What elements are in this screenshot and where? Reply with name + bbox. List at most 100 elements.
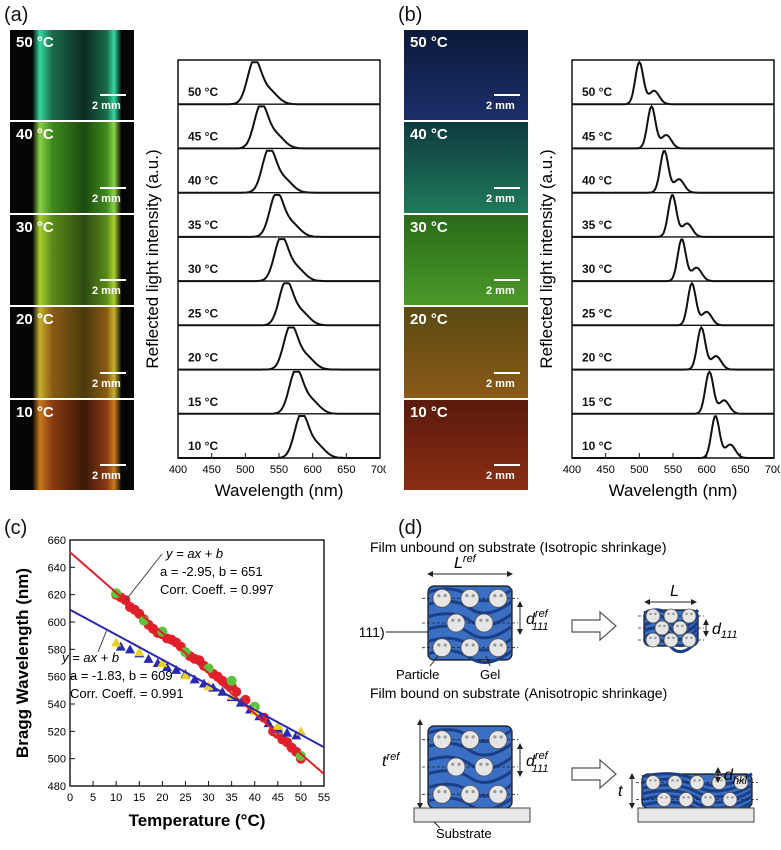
title-unbound: Film unbound on substrate (Isotropic shr… bbox=[370, 539, 666, 555]
spectrum-temp-label: 15 °C bbox=[582, 395, 612, 409]
photo-temp-label: 10 °C bbox=[16, 403, 54, 421]
x-tick-label: 700 bbox=[371, 464, 386, 476]
spectrum-temp-label: 45 °C bbox=[188, 129, 218, 143]
fit-params-1: a = -2.95, b = 651 bbox=[160, 564, 263, 579]
data-point bbox=[134, 647, 145, 657]
particle bbox=[446, 613, 466, 633]
photo-temp-label: 40 °C bbox=[16, 126, 54, 144]
photo-temp-label: 20 °C bbox=[410, 311, 448, 329]
title-bound: Film bound on substrate (Anisotropic shr… bbox=[370, 685, 667, 701]
x-tick-label: 20 bbox=[156, 792, 168, 804]
photo-tile-b-3 bbox=[404, 307, 528, 398]
spectra-chart-a: 50 °C 45 °C 40 °C 35 °C 30 °C 25 °C 20 °C 15 °C… bbox=[143, 59, 386, 500]
photo-tile-a-4 bbox=[10, 399, 134, 490]
y-tick-label: 560 bbox=[48, 672, 66, 684]
data-point bbox=[282, 727, 293, 737]
particle-dot bbox=[672, 636, 675, 640]
photo-tile-a-0 bbox=[10, 30, 134, 121]
scale-bar bbox=[100, 464, 126, 466]
particle-dot bbox=[471, 594, 475, 598]
data-point bbox=[254, 711, 265, 721]
particle-dot bbox=[499, 790, 503, 794]
particle-dot bbox=[493, 594, 497, 598]
spectrum-7 bbox=[178, 370, 380, 415]
spectrum-temp-label: 40 °C bbox=[188, 174, 218, 188]
data-point bbox=[295, 750, 306, 761]
y-tick-label: 660 bbox=[48, 535, 66, 547]
particle-dot bbox=[737, 779, 740, 782]
spectra-chart-b: 50 °C 45 °C 40 °C 35 °C 30 °C 25 °C 20 °C 15 °C… bbox=[537, 59, 780, 500]
spectrum-6 bbox=[572, 325, 774, 371]
photo-strip-b: 50 °C 2 mm 40 °C 2 mm 30 °C 2 mm 20 °C 2 mm 10 °… bbox=[404, 30, 528, 492]
particle-dot bbox=[465, 790, 469, 794]
spectrum-temp-label: 25 °C bbox=[188, 306, 218, 320]
particle-dot bbox=[457, 762, 461, 766]
particle bbox=[681, 632, 697, 648]
scale-bar-label: 2 mm bbox=[486, 192, 515, 205]
fit-eq-1: y = ax + b bbox=[165, 546, 223, 561]
particle-dot bbox=[443, 790, 447, 794]
scale-bar-label: 2 mm bbox=[486, 470, 515, 482]
photo-tile-a-1 bbox=[10, 122, 134, 213]
spectrum-temp-label: 40 °C bbox=[582, 174, 612, 188]
scale-bar bbox=[100, 94, 126, 97]
x-tick-label: 5 bbox=[90, 792, 96, 804]
particle-dot bbox=[451, 618, 455, 622]
data-point bbox=[272, 720, 283, 730]
fit-line-1 bbox=[69, 608, 325, 749]
particle-label: Particle bbox=[396, 667, 439, 682]
data-point bbox=[189, 674, 200, 684]
plane-label: (111) bbox=[360, 624, 385, 640]
x-tick-label: 30 bbox=[202, 792, 214, 804]
photo-strip-a: 50 °C 2 mm 40 °C 2 mm 30 °C 2 mm 20 °C 2 mm 10 °… bbox=[10, 30, 134, 492]
particle-dot bbox=[742, 779, 745, 782]
d111ref-label: dref 111 bbox=[526, 608, 549, 633]
spectrum-temp-label: 25 °C bbox=[582, 306, 612, 320]
data-point bbox=[125, 644, 136, 654]
particle-dot bbox=[479, 762, 483, 766]
spectrum-2 bbox=[178, 149, 380, 194]
x-tick-label: 500 bbox=[630, 464, 648, 476]
film-unbound-large bbox=[422, 585, 518, 664]
particle bbox=[460, 588, 480, 608]
particle-dot bbox=[667, 612, 670, 616]
spectrum-temp-label: 35 °C bbox=[582, 218, 612, 232]
particle-dot bbox=[471, 735, 475, 739]
particle bbox=[645, 775, 661, 790]
particle-dot bbox=[667, 636, 670, 640]
particle bbox=[667, 775, 683, 790]
gel-strand bbox=[427, 769, 513, 784]
particle bbox=[663, 632, 679, 648]
x-tick-label: 50 bbox=[295, 792, 307, 804]
particle bbox=[474, 757, 494, 777]
fit-corr-1: Corr. Coeff. = 0.997 bbox=[160, 582, 274, 597]
particle-dot bbox=[654, 779, 657, 782]
y-tick-label: 580 bbox=[48, 644, 66, 656]
particle-dot bbox=[685, 636, 688, 640]
shrink-arrow-1 bbox=[571, 610, 617, 642]
particle-dot bbox=[681, 624, 684, 628]
data-point bbox=[180, 670, 191, 680]
particle-dot bbox=[451, 762, 455, 766]
photo-tile-b-2 bbox=[404, 214, 528, 306]
photo-tile-b-0 bbox=[404, 30, 528, 121]
particle-dot bbox=[720, 779, 723, 782]
x-tick-label: 35 bbox=[226, 792, 238, 804]
data-point bbox=[171, 664, 182, 674]
x-tick-label: 650 bbox=[337, 464, 355, 476]
particle-dot bbox=[465, 735, 469, 739]
particle-dot bbox=[658, 624, 661, 628]
particle-dot bbox=[672, 612, 675, 616]
spectrum-1 bbox=[572, 104, 774, 150]
x-tick-label: 550 bbox=[270, 464, 288, 476]
gel-strand bbox=[427, 755, 513, 771]
spectrum-temp-label: 10 °C bbox=[188, 439, 218, 453]
particle bbox=[733, 775, 749, 790]
photo-tile-a-2 bbox=[10, 214, 134, 306]
x-tick-label: 0 bbox=[67, 792, 73, 804]
gel-label: Gel bbox=[480, 667, 500, 682]
particle-dot bbox=[499, 594, 503, 598]
scale-bar-label: 2 mm bbox=[486, 377, 515, 390]
particle-dot bbox=[465, 594, 469, 598]
spectrum-4 bbox=[572, 238, 774, 283]
